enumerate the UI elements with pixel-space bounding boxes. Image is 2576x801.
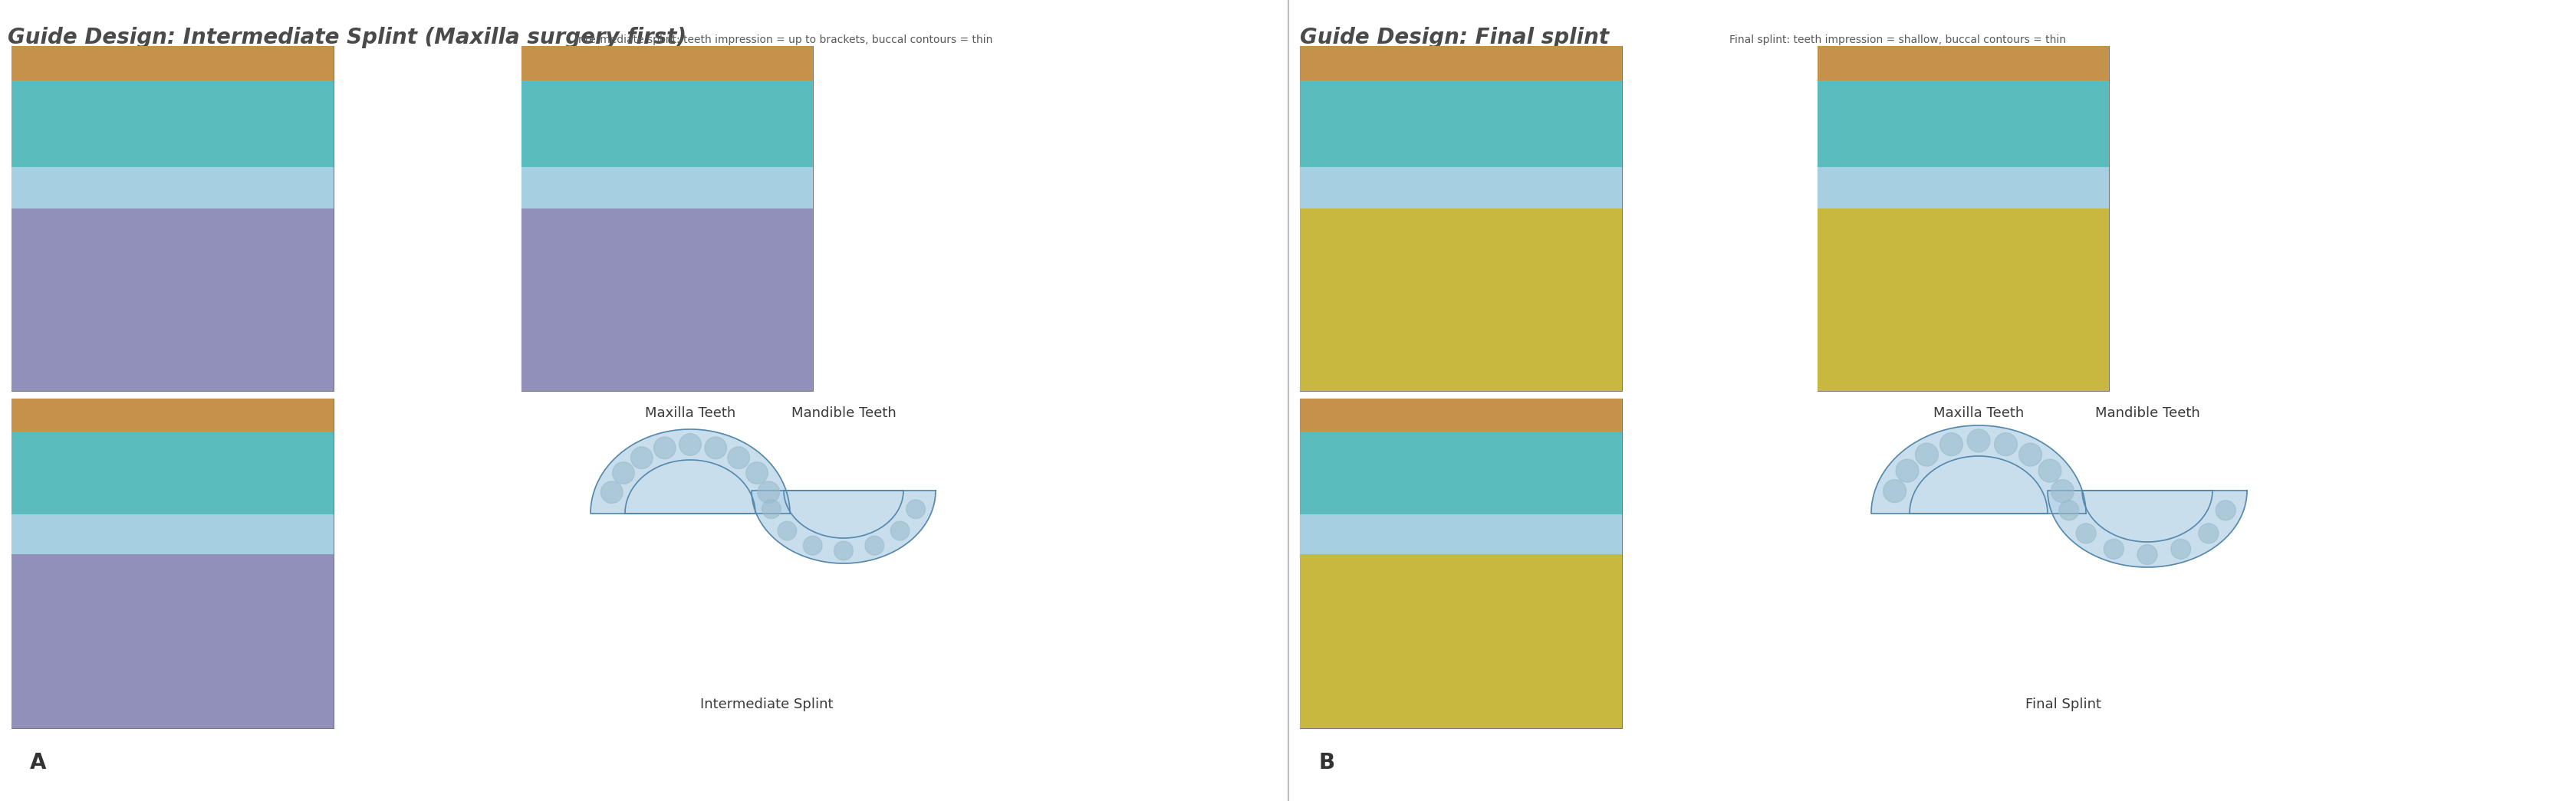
Circle shape	[2197, 523, 2218, 543]
Bar	[520, 46, 814, 80]
Text: Guide Design: Final splint: Guide Design: Final splint	[1301, 26, 1610, 48]
Circle shape	[2050, 480, 2074, 502]
Bar	[10, 46, 335, 391]
Bar	[10, 554, 335, 728]
Text: Maxilla Teeth: Maxilla Teeth	[1932, 406, 2025, 420]
Circle shape	[1940, 433, 1963, 456]
Bar	[520, 46, 814, 391]
Text: Mandible Teeth: Mandible Teeth	[791, 406, 896, 420]
Circle shape	[757, 481, 781, 503]
Circle shape	[804, 536, 822, 555]
Circle shape	[1883, 480, 1906, 502]
Bar	[520, 167, 814, 209]
Circle shape	[1994, 433, 2017, 456]
Circle shape	[631, 447, 652, 469]
Text: Final Splint: Final Splint	[2025, 698, 2102, 711]
Bar	[1301, 432, 1623, 570]
Circle shape	[2076, 523, 2097, 543]
Circle shape	[1968, 429, 1991, 453]
Circle shape	[2020, 443, 2043, 466]
Bar	[1819, 209, 2110, 391]
Bar	[520, 80, 814, 225]
Circle shape	[2105, 539, 2123, 559]
Circle shape	[907, 500, 925, 518]
Circle shape	[2138, 545, 2156, 565]
Text: Final splint: teeth impression = shallow, buccal contours = thin: Final splint: teeth impression = shallow…	[1728, 34, 2066, 45]
Circle shape	[2215, 501, 2236, 521]
Bar	[520, 209, 814, 391]
Circle shape	[706, 437, 726, 459]
Circle shape	[654, 437, 675, 459]
Bar	[1301, 209, 1623, 391]
Text: B: B	[1319, 752, 1334, 774]
Circle shape	[680, 433, 701, 456]
Circle shape	[1896, 459, 1919, 482]
Text: Guide Design: Intermediate Splint (Maxilla surgery first): Guide Design: Intermediate Splint (Maxil…	[8, 26, 685, 48]
Circle shape	[866, 536, 884, 555]
Bar	[10, 432, 335, 570]
Circle shape	[15, 739, 62, 786]
Bar	[1301, 399, 1623, 728]
Bar	[1301, 46, 1623, 80]
Circle shape	[1303, 739, 1350, 786]
Circle shape	[600, 481, 623, 503]
Circle shape	[1917, 443, 1937, 466]
Bar	[1819, 80, 2110, 225]
Bar	[1301, 554, 1623, 728]
Bar	[1819, 46, 2110, 80]
Bar	[1301, 80, 1623, 225]
Bar	[1301, 514, 1623, 554]
Bar	[10, 399, 335, 728]
Circle shape	[747, 462, 768, 484]
Bar	[10, 46, 335, 80]
Bar	[10, 209, 335, 391]
Text: Mandible Teeth: Mandible Teeth	[2094, 406, 2200, 420]
Bar	[10, 399, 335, 432]
Circle shape	[726, 447, 750, 469]
Bar	[1301, 46, 1623, 391]
Bar	[1301, 167, 1623, 209]
Circle shape	[613, 462, 634, 484]
Circle shape	[778, 521, 796, 541]
Bar	[1819, 167, 2110, 209]
Circle shape	[2058, 501, 2079, 521]
Text: Intermediate Splint: Intermediate Splint	[701, 698, 835, 711]
Bar	[10, 514, 335, 554]
Polygon shape	[2048, 490, 2246, 567]
Polygon shape	[752, 490, 935, 563]
Text: Maxilla Teeth: Maxilla Teeth	[644, 406, 737, 420]
Polygon shape	[1870, 425, 2087, 513]
Text: Intermediate splint: teeth impression = up to brackets, buccal contours = thin: Intermediate splint: teeth impression = …	[574, 34, 992, 45]
Polygon shape	[590, 429, 791, 513]
Circle shape	[891, 521, 909, 541]
Circle shape	[2172, 539, 2190, 559]
Bar	[10, 167, 335, 209]
Bar	[1301, 399, 1623, 432]
Circle shape	[835, 541, 853, 560]
Circle shape	[762, 500, 781, 518]
Text: A: A	[31, 752, 46, 774]
Bar	[10, 80, 335, 225]
Circle shape	[2038, 459, 2061, 482]
Bar	[1819, 46, 2110, 391]
